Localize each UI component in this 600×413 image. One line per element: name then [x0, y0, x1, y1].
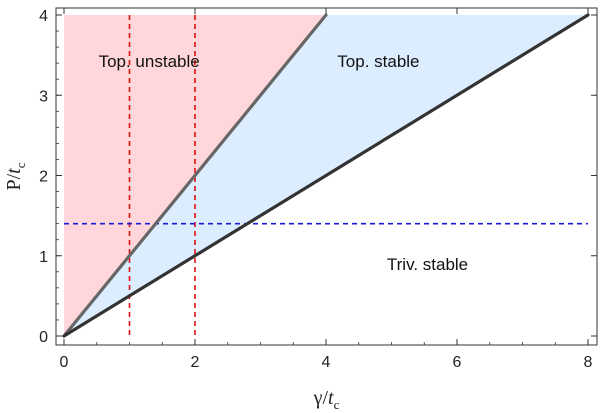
y-tick-label: 3	[39, 88, 48, 105]
region-labels-layer: Top. unstable Top. stable Triv. stable	[99, 52, 469, 274]
y-axis-label-base: P/	[3, 173, 25, 190]
reference-lines-layer	[64, 15, 588, 336]
region-label-0: Top. unstable	[99, 52, 200, 71]
x-axis-label-base: γ/	[313, 387, 329, 409]
x-tick-label: 8	[584, 354, 593, 371]
boundary-line-1	[62, 13, 590, 338]
y-axis-label: P/tc	[3, 162, 28, 190]
boundary-line-0	[62, 13, 328, 338]
x-tick-label: 2	[191, 354, 200, 371]
region-label-2: Triv. stable	[387, 255, 468, 274]
y-axis-label-var: t	[3, 168, 25, 174]
ticks-layer: 0 2 4 6 8 0 1 2 3 4	[39, 8, 597, 371]
x-axis-label-sub: c	[334, 397, 340, 412]
x-axis-label-var: t	[328, 387, 334, 409]
x-tick-label: 6	[453, 354, 462, 371]
y-tick-label: 0	[39, 329, 48, 346]
region-label-1: Top. stable	[337, 52, 419, 71]
x-axis-label: γ/tc	[313, 387, 340, 412]
y-tick-label: 1	[39, 249, 48, 266]
y-tick-label: 2	[39, 169, 48, 186]
x-tick-label: 0	[60, 354, 69, 371]
x-tick-label: 4	[322, 354, 331, 371]
y-tick-label: 4	[39, 8, 48, 25]
y-axis-label-sub: c	[13, 162, 28, 168]
boundary-lines-layer	[62, 13, 590, 338]
